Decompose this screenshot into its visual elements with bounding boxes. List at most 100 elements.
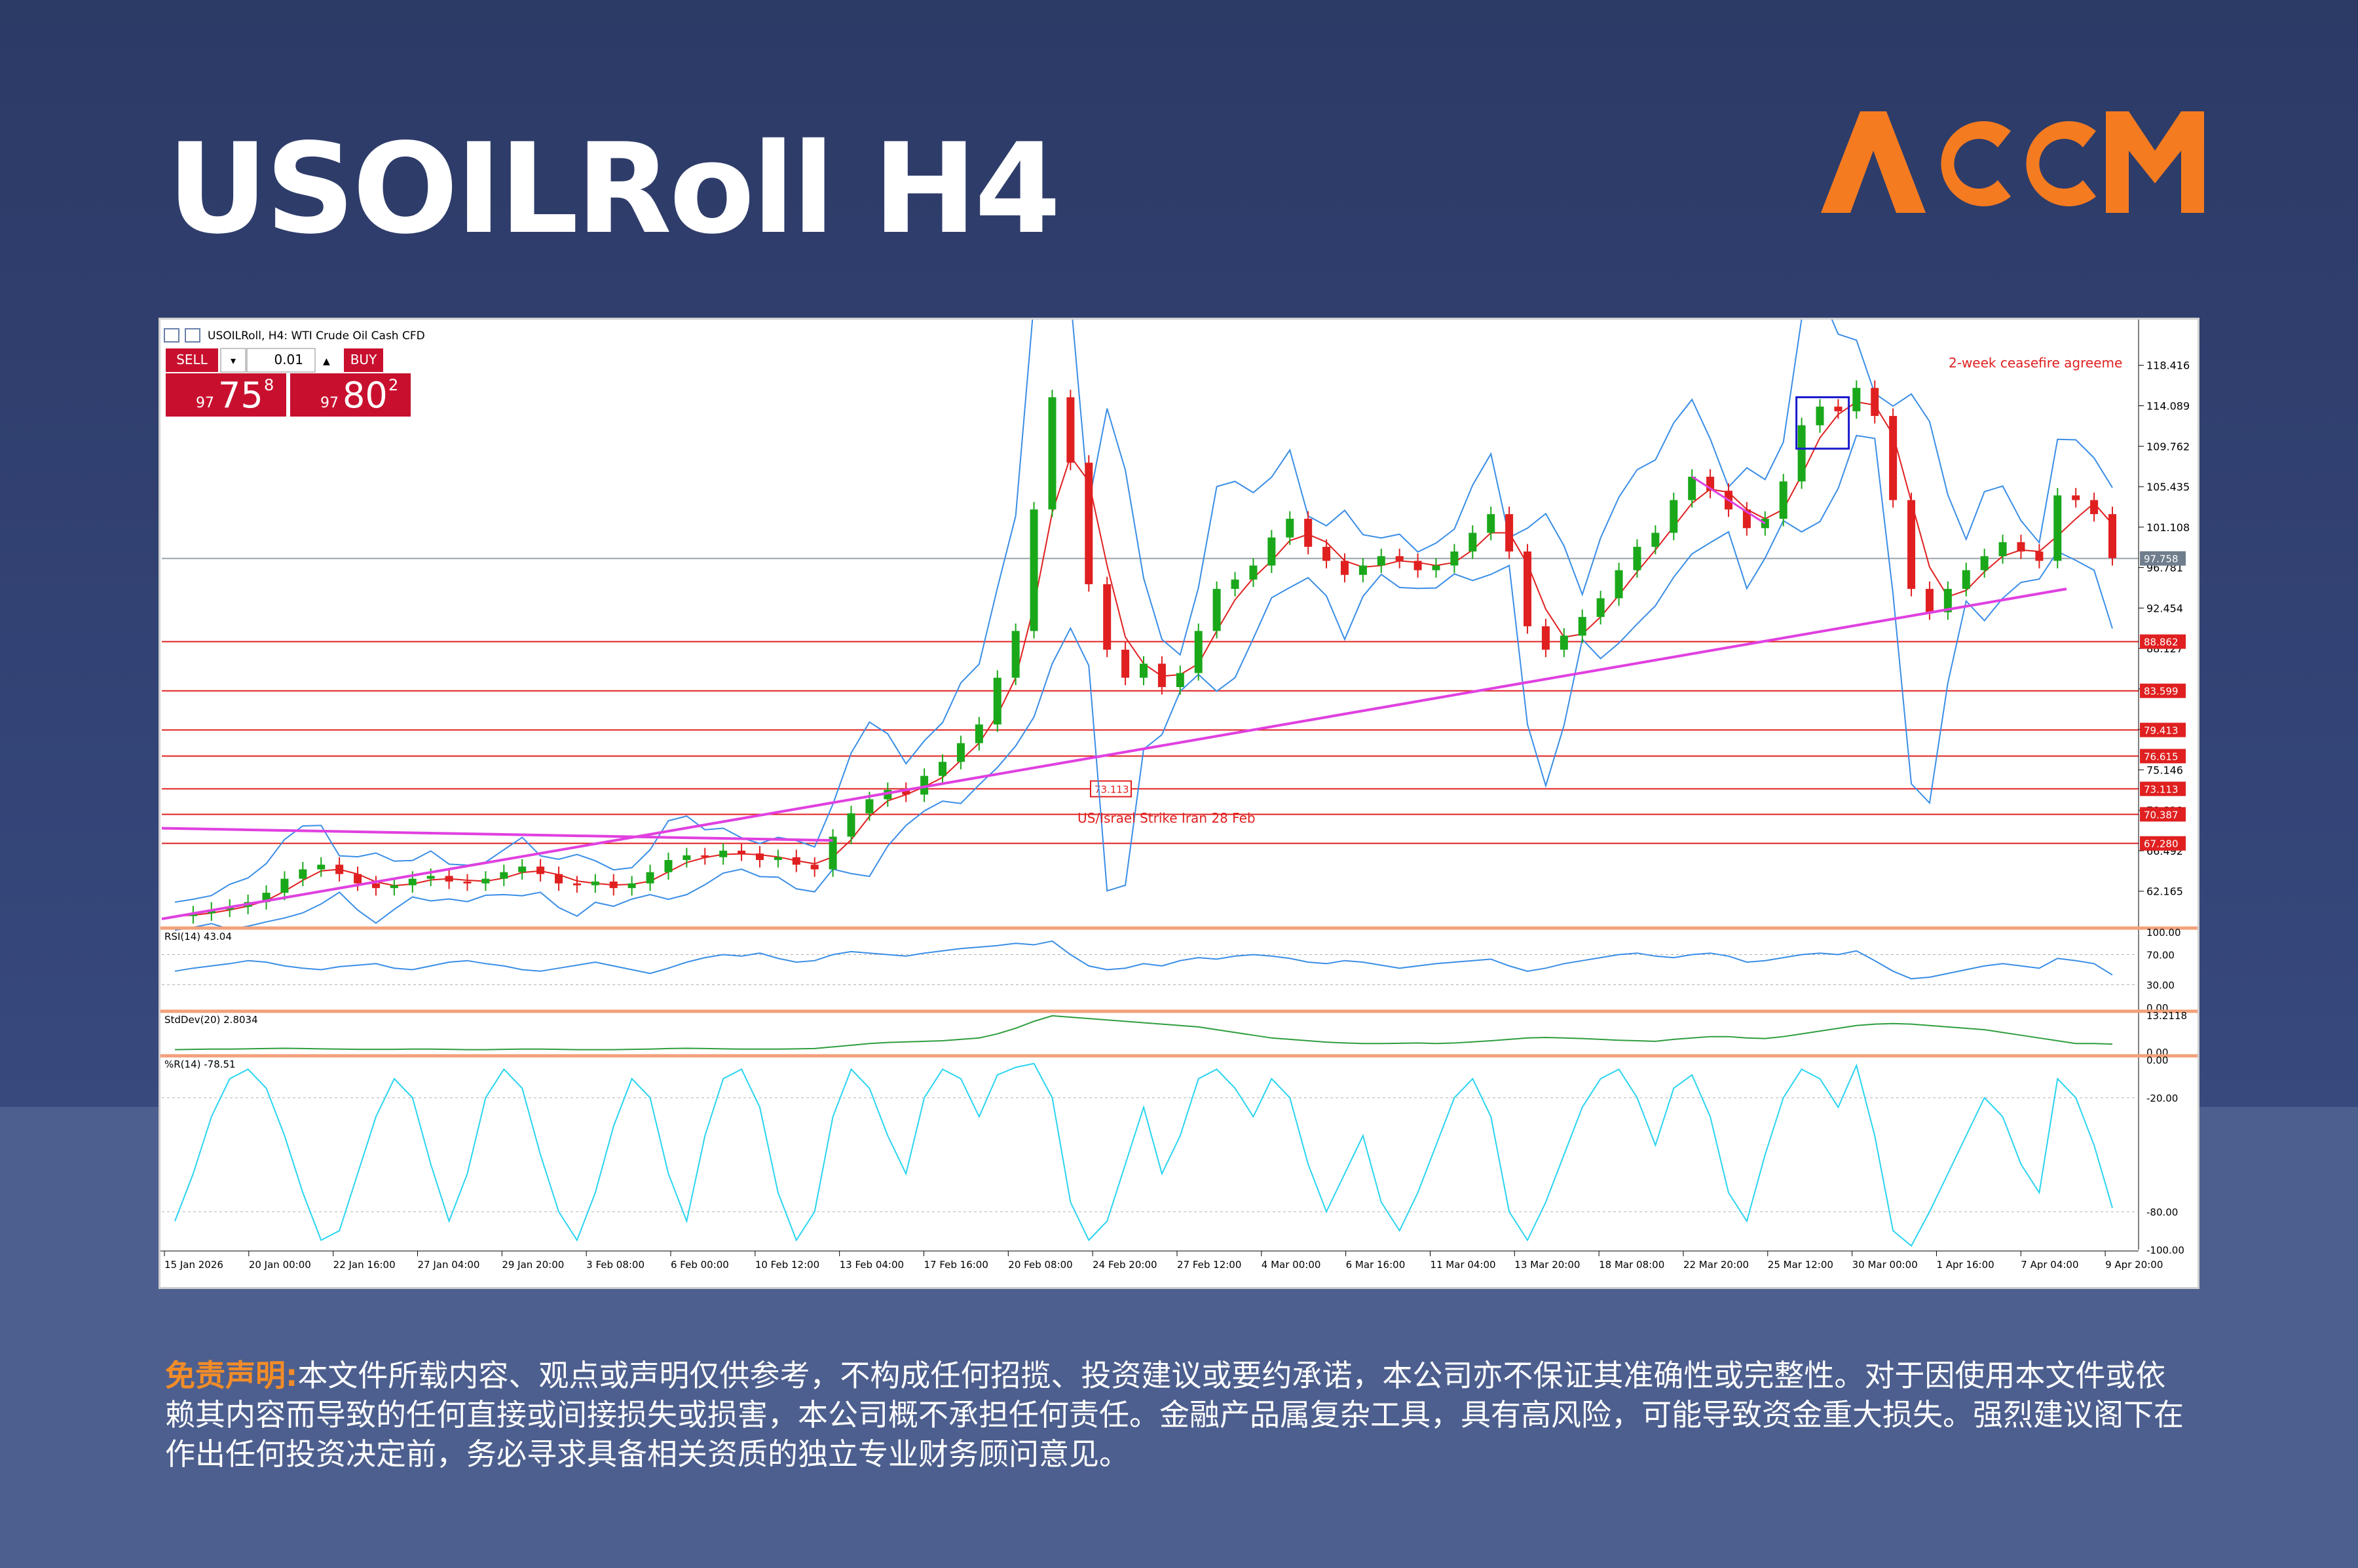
indicator-tick-label: 100.00 [2146,927,2181,939]
candle-body [463,881,472,884]
sell-label: SELL [176,352,208,367]
level-price-label: 79.413 [2144,724,2179,736]
williams-r-pane[interactable]: %R(14) -78.51 0.00 -20.00 -80.00 -100.00 [160,1054,2198,1256]
candle-body [1340,561,1349,575]
candle-body [1962,570,1970,589]
candle-body [426,876,435,879]
candle-body [774,857,782,861]
candle-body [555,874,563,884]
level-price-tag [2140,683,2186,698]
candle-body [1779,481,1787,519]
sell-price-box[interactable] [166,373,286,417]
candle-body [1834,406,1843,411]
bollinger-upper-line [174,130,2113,903]
candle-body [1157,663,1166,688]
time-tick-label: 4 Mar 00:00 [1262,1259,1321,1271]
chart-panel[interactable]: USOILRoll, H4: WTI Crude Oil Cash CFD SE… [159,130,2199,1289]
level-price-tag [2140,781,2186,796]
price-tick-label: 62.165 [2146,886,2183,898]
candle-body [1194,631,1203,673]
level-price-label: 73.113 [2144,783,2179,795]
time-axis: 15 Jan 2026 20 Jan 00:00 22 Jan 16:00 27 Ja… [160,1250,2163,1271]
candle-body [755,853,764,861]
candle-body [719,850,728,857]
candle-body [1761,519,1769,529]
candle-body [371,883,380,888]
candle-body [2072,495,2080,500]
indicator-label: %R(14) -78.51 [164,1058,236,1070]
price-tick-label: 105.435 [2146,481,2190,493]
level-price-tag [2140,807,2186,822]
lot-dropdown[interactable] [220,348,246,373]
buy-button[interactable] [344,348,383,372]
candle-body [408,878,417,886]
time-tick-label: 1 Apr 16:00 [1936,1259,1994,1271]
indicator-tick-label: -80.00 [2146,1206,2178,1218]
current-price-tag [2140,551,2186,566]
candle-body [1286,519,1294,538]
candle-body [1943,589,1952,612]
candle-body [1103,584,1112,650]
price-tick-label: 92.454 [2146,602,2183,614]
candle-body [317,865,326,870]
current-price-label: 97.758 [2144,553,2179,565]
lot-input[interactable] [246,348,316,373]
accm-logo [1821,111,2204,213]
candle-body [2053,495,2062,561]
time-tick-label: 29 Jan 20:00 [502,1259,564,1271]
annotation-strike: US/Israel Strike Iran 28 Feb [1077,810,1256,826]
candle-body [2017,542,2025,552]
time-tick-label: 27 Feb 12:00 [1177,1259,1241,1271]
candle-body [902,790,910,795]
time-tick-label: 22 Mar 20:00 [1683,1259,1749,1271]
candle-body [536,867,545,874]
time-tick-label: 6 Feb 00:00 [671,1259,729,1271]
candle-body [1304,519,1313,547]
trendline-flat [161,827,833,842]
time-tick-label: 6 Mar 16:00 [1346,1259,1406,1271]
price-tick-label: 109.762 [2146,440,2190,453]
time-tick-label: 24 Feb 20:00 [1093,1259,1157,1271]
candle-body [335,865,344,874]
lot-value: 0.01 [274,352,303,367]
trendline-short [1691,476,1766,525]
time-tick-label: 15 Jan 2026 [164,1259,223,1271]
candle-body [1633,546,1641,570]
indicator-label: RSI(14) 43.04 [164,931,232,943]
sell-button[interactable] [166,348,218,372]
trendline-lower [161,588,2067,920]
candle-body [2035,551,2044,561]
price-tick-label: 75.146 [2146,764,2183,776]
time-tick-label: 3 Feb 08:00 [586,1259,645,1271]
stepper-icon[interactable]: ▲ [323,356,330,367]
indicator-tick-label: -100.00 [2146,1244,2184,1256]
level-price-label: 76.615 [2144,751,2179,762]
buy-price-box[interactable] [290,373,411,417]
indicator-tick-label: 0.00 [2146,1055,2168,1066]
candle-body [1670,500,1678,533]
main-price-pane[interactable]: 73.113 US/Israel Strike Iran 28 Feb 2-week… [161,130,2139,931]
price-chart[interactable]: USOILRoll, H4: WTI Crude Oil Cash CFD SE… [160,130,2198,1287]
candle-body [1524,551,1532,627]
one-click-trading-panel[interactable]: SELL ▾ 0.01 ▲ BUY 97 75 8 97 80 2 [166,348,411,417]
candle-body [609,881,618,888]
chart-menu-icon[interactable] [164,328,179,343]
indicator-tick-label: -20.00 [2146,1092,2178,1104]
page-title: USOILRoll H4 [167,117,1061,261]
price-axis: 118.416114.089109.762105.435101.10896.78… [2138,320,2190,1250]
candle-body [1596,598,1605,617]
candle-body [646,872,654,884]
candle-body [920,775,929,795]
chart-type-icon[interactable] [185,328,200,343]
disclaimer-text: 本文件所载内容、观点或声明仅供参考，不构成任何招揽、投资建议或要约承诺，本公司亦… [165,1358,2184,1472]
sell-price-big: 75 [218,375,263,416]
disclaimer-label: 免责声明: [165,1358,298,1393]
level-price-tag [2140,722,2186,737]
candle-body [664,860,673,872]
candle-body [1212,589,1221,631]
candle-body [1048,397,1057,510]
candle-body [1651,532,1660,547]
candle-body [1816,406,1824,426]
candle-body [518,867,527,872]
